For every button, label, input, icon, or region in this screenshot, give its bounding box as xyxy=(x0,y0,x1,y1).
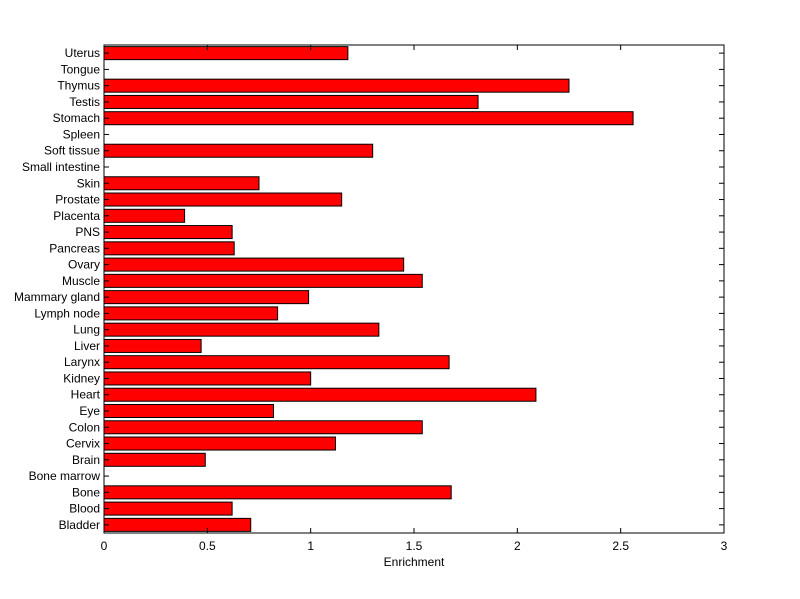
bar-testis xyxy=(103,94,479,109)
bar-cervix xyxy=(103,436,336,451)
y-tick-label-mammary-gland: Mammary gland xyxy=(14,290,100,304)
bar-soft-tissue xyxy=(103,143,374,158)
bar-lymph-node xyxy=(103,306,279,321)
bar-uterus xyxy=(103,46,349,61)
x-tick-label: 2 xyxy=(514,539,521,553)
y-tick-label-skin: Skin xyxy=(77,176,100,190)
bar-prostate xyxy=(103,192,343,207)
y-tick-label-lung: Lung xyxy=(73,323,100,337)
y-tick-label-stomach: Stomach xyxy=(53,111,100,125)
bar-mammary-gland xyxy=(103,290,310,305)
y-tick-label-cervix: Cervix xyxy=(66,437,100,451)
y-tick-label-small-intestine: Small intestine xyxy=(22,160,100,174)
bar-liver xyxy=(103,338,202,353)
bar-placenta xyxy=(103,208,186,223)
x-tick-label: 2.5 xyxy=(612,539,629,553)
x-tick-label: 0.5 xyxy=(199,539,216,553)
bar-bone xyxy=(103,485,452,500)
y-tick-label-heart: Heart xyxy=(71,388,101,402)
bar-stomach xyxy=(103,111,634,126)
bar-lung xyxy=(103,322,380,337)
bar-ovary xyxy=(103,257,405,272)
y-tick-label-tongue: Tongue xyxy=(61,62,101,76)
bar-eye xyxy=(103,403,274,419)
y-tick-label-brain: Brain xyxy=(72,453,100,467)
bar-pancreas xyxy=(103,241,235,256)
y-tick-label-soft-tissue: Soft tissue xyxy=(44,144,100,158)
y-tick-label-liver: Liver xyxy=(74,339,100,353)
y-tick-label-larynx: Larynx xyxy=(64,355,100,369)
bar-muscle xyxy=(103,273,423,288)
bar-bladder xyxy=(103,517,252,532)
x-tick-label: 1 xyxy=(307,539,314,553)
y-tick-label-thymus: Thymus xyxy=(57,79,100,93)
bar-skin xyxy=(103,176,260,191)
bar-pns xyxy=(103,225,233,240)
y-tick-label-ovary: Ovary xyxy=(68,258,100,272)
y-tick-label-bone-marrow: Bone marrow xyxy=(29,469,101,483)
y-tick-label-pns: PNS xyxy=(75,225,100,239)
x-tick-label: 3 xyxy=(721,539,728,553)
x-tick-labels: 0 0.5 1 1.5 2 2.5 3 xyxy=(101,539,728,553)
bar-kidney xyxy=(103,371,312,386)
bar-colon xyxy=(103,420,423,435)
y-tick-label-spleen: Spleen xyxy=(63,127,100,141)
bar-thymus xyxy=(103,78,570,93)
bar-heart xyxy=(103,387,537,402)
ticks-layer xyxy=(103,45,725,533)
y-tick-label-bladder: Bladder xyxy=(59,518,100,532)
y-tick-label-pancreas: Pancreas xyxy=(49,241,100,255)
bars-layer xyxy=(103,46,634,532)
y-tick-label-bone: Bone xyxy=(72,485,100,499)
bar-brain xyxy=(103,452,206,467)
x-tick-label: 1.5 xyxy=(406,539,423,553)
y-tick-label-muscle: Muscle xyxy=(62,274,100,288)
y-tick-labels: Bladder Blood Bone Bone marrow Brain Cervix Co… xyxy=(14,46,101,532)
bar-blood xyxy=(103,501,233,516)
y-tick-label-uterus: Uterus xyxy=(65,46,100,60)
x-tick-label: 0 xyxy=(101,539,108,553)
y-tick-label-colon: Colon xyxy=(69,420,100,434)
y-tick-label-lymph-node: Lymph node xyxy=(34,306,100,320)
y-tick-label-eye: Eye xyxy=(79,404,100,418)
y-tick-label-kidney: Kidney xyxy=(63,371,100,385)
y-tick-label-placenta: Placenta xyxy=(53,209,100,223)
y-tick-label-blood: Blood xyxy=(69,502,100,516)
bar-larynx xyxy=(103,355,450,370)
x-axis-label: Enrichment xyxy=(384,555,445,569)
y-tick-label-prostate: Prostate xyxy=(55,193,100,207)
y-tick-label-testis: Testis xyxy=(69,95,100,109)
